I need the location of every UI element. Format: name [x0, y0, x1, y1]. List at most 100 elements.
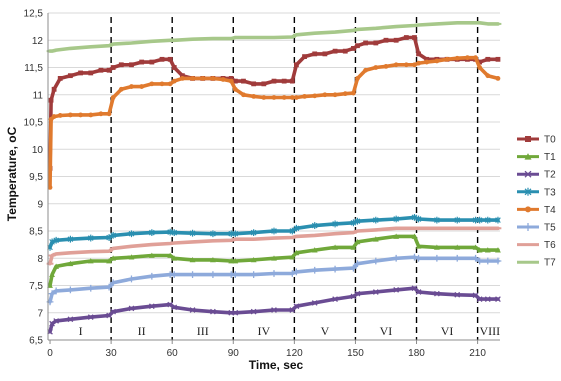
series-t6 — [46, 226, 502, 266]
series-line — [48, 35, 500, 171]
data-point — [128, 275, 135, 283]
data-point — [66, 286, 74, 294]
data-point — [332, 244, 338, 250]
data-point — [412, 35, 417, 40]
data-point — [110, 65, 116, 70]
data-point — [383, 64, 389, 69]
data-point — [271, 227, 277, 235]
data-point — [210, 256, 216, 263]
data-point — [495, 247, 501, 253]
data-point — [170, 271, 178, 278]
data-point — [78, 112, 83, 118]
data-point — [434, 216, 440, 224]
data-point — [271, 78, 277, 84]
data-point — [485, 73, 491, 79]
data-point — [411, 213, 418, 221]
data-point — [434, 58, 440, 64]
data-point — [179, 76, 185, 81]
data-point — [210, 76, 216, 81]
data-point — [171, 304, 178, 311]
legend-label: T2 — [544, 170, 556, 181]
x-tick-label: 210 — [469, 348, 486, 359]
data-point — [78, 70, 83, 76]
data-point — [332, 220, 338, 228]
series-t1 — [47, 233, 501, 288]
data-point — [484, 296, 491, 302]
data-point — [472, 244, 479, 250]
data-point — [57, 76, 63, 81]
data-point — [424, 56, 430, 62]
data-point — [454, 244, 461, 250]
x-tick-label: 180 — [408, 348, 425, 359]
data-point — [373, 65, 379, 70]
data-point — [293, 249, 300, 256]
data-point — [411, 233, 418, 239]
data-point — [355, 76, 360, 81]
data-point — [484, 216, 491, 224]
data-point — [465, 55, 470, 61]
series-t0 — [47, 35, 501, 171]
data-point — [403, 62, 409, 68]
data-point — [149, 59, 155, 65]
y-tick-label: 9,5 — [29, 172, 43, 183]
data-point — [67, 112, 73, 118]
phase-label: V — [321, 324, 330, 338]
series-t5 — [46, 253, 502, 306]
y-tick-label: 8,5 — [29, 227, 43, 238]
data-point — [128, 305, 135, 312]
data-point — [98, 67, 104, 73]
y-tick-label: 11 — [33, 90, 44, 101]
data-point — [433, 254, 441, 262]
data-point — [415, 289, 422, 295]
y-tick-label: 7 — [37, 308, 43, 319]
data-point — [53, 263, 60, 269]
data-point — [476, 296, 483, 302]
legend-entry: T2 — [517, 170, 556, 181]
legend-label: T6 — [544, 240, 556, 251]
data-point — [416, 60, 421, 66]
data-point — [412, 62, 417, 68]
data-point — [302, 93, 307, 99]
y-tick-label: 9 — [37, 199, 43, 210]
data-point — [311, 222, 318, 229]
data-point — [190, 76, 195, 81]
data-point — [106, 234, 112, 241]
data-point — [171, 78, 177, 84]
data-point — [289, 227, 296, 235]
data-point — [383, 37, 389, 43]
data-point — [454, 291, 461, 298]
legend-entry: T5 — [517, 223, 556, 234]
data-point — [232, 230, 239, 238]
data-point — [415, 243, 422, 249]
data-point — [251, 93, 257, 99]
data-point — [411, 253, 418, 261]
data-point — [210, 308, 216, 315]
y-tick-label: 8 — [37, 254, 43, 265]
data-point — [293, 224, 300, 232]
data-point — [342, 48, 348, 54]
y-tick-label: 6,5 — [29, 336, 43, 347]
data-point — [167, 252, 174, 258]
legend-marker — [524, 187, 532, 196]
legend-label: T4 — [544, 205, 556, 216]
data-point — [495, 56, 501, 62]
data-point — [52, 287, 60, 295]
data-point — [128, 254, 135, 260]
legend-entry: T7 — [517, 258, 556, 269]
legend-marker — [525, 136, 531, 142]
data-point — [332, 296, 338, 302]
data-point — [281, 95, 287, 100]
data-point — [109, 279, 117, 287]
phase-label: IV — [257, 324, 270, 338]
data-point — [472, 216, 479, 224]
data-point — [129, 62, 134, 68]
x-axis-title: Time, sec — [249, 358, 304, 372]
data-point — [454, 55, 460, 61]
data-point — [171, 229, 178, 237]
legend-marker — [525, 206, 531, 213]
data-point — [228, 76, 234, 81]
data-point — [87, 258, 94, 264]
data-point — [110, 308, 117, 315]
data-point — [293, 62, 299, 68]
data-point — [472, 254, 479, 262]
